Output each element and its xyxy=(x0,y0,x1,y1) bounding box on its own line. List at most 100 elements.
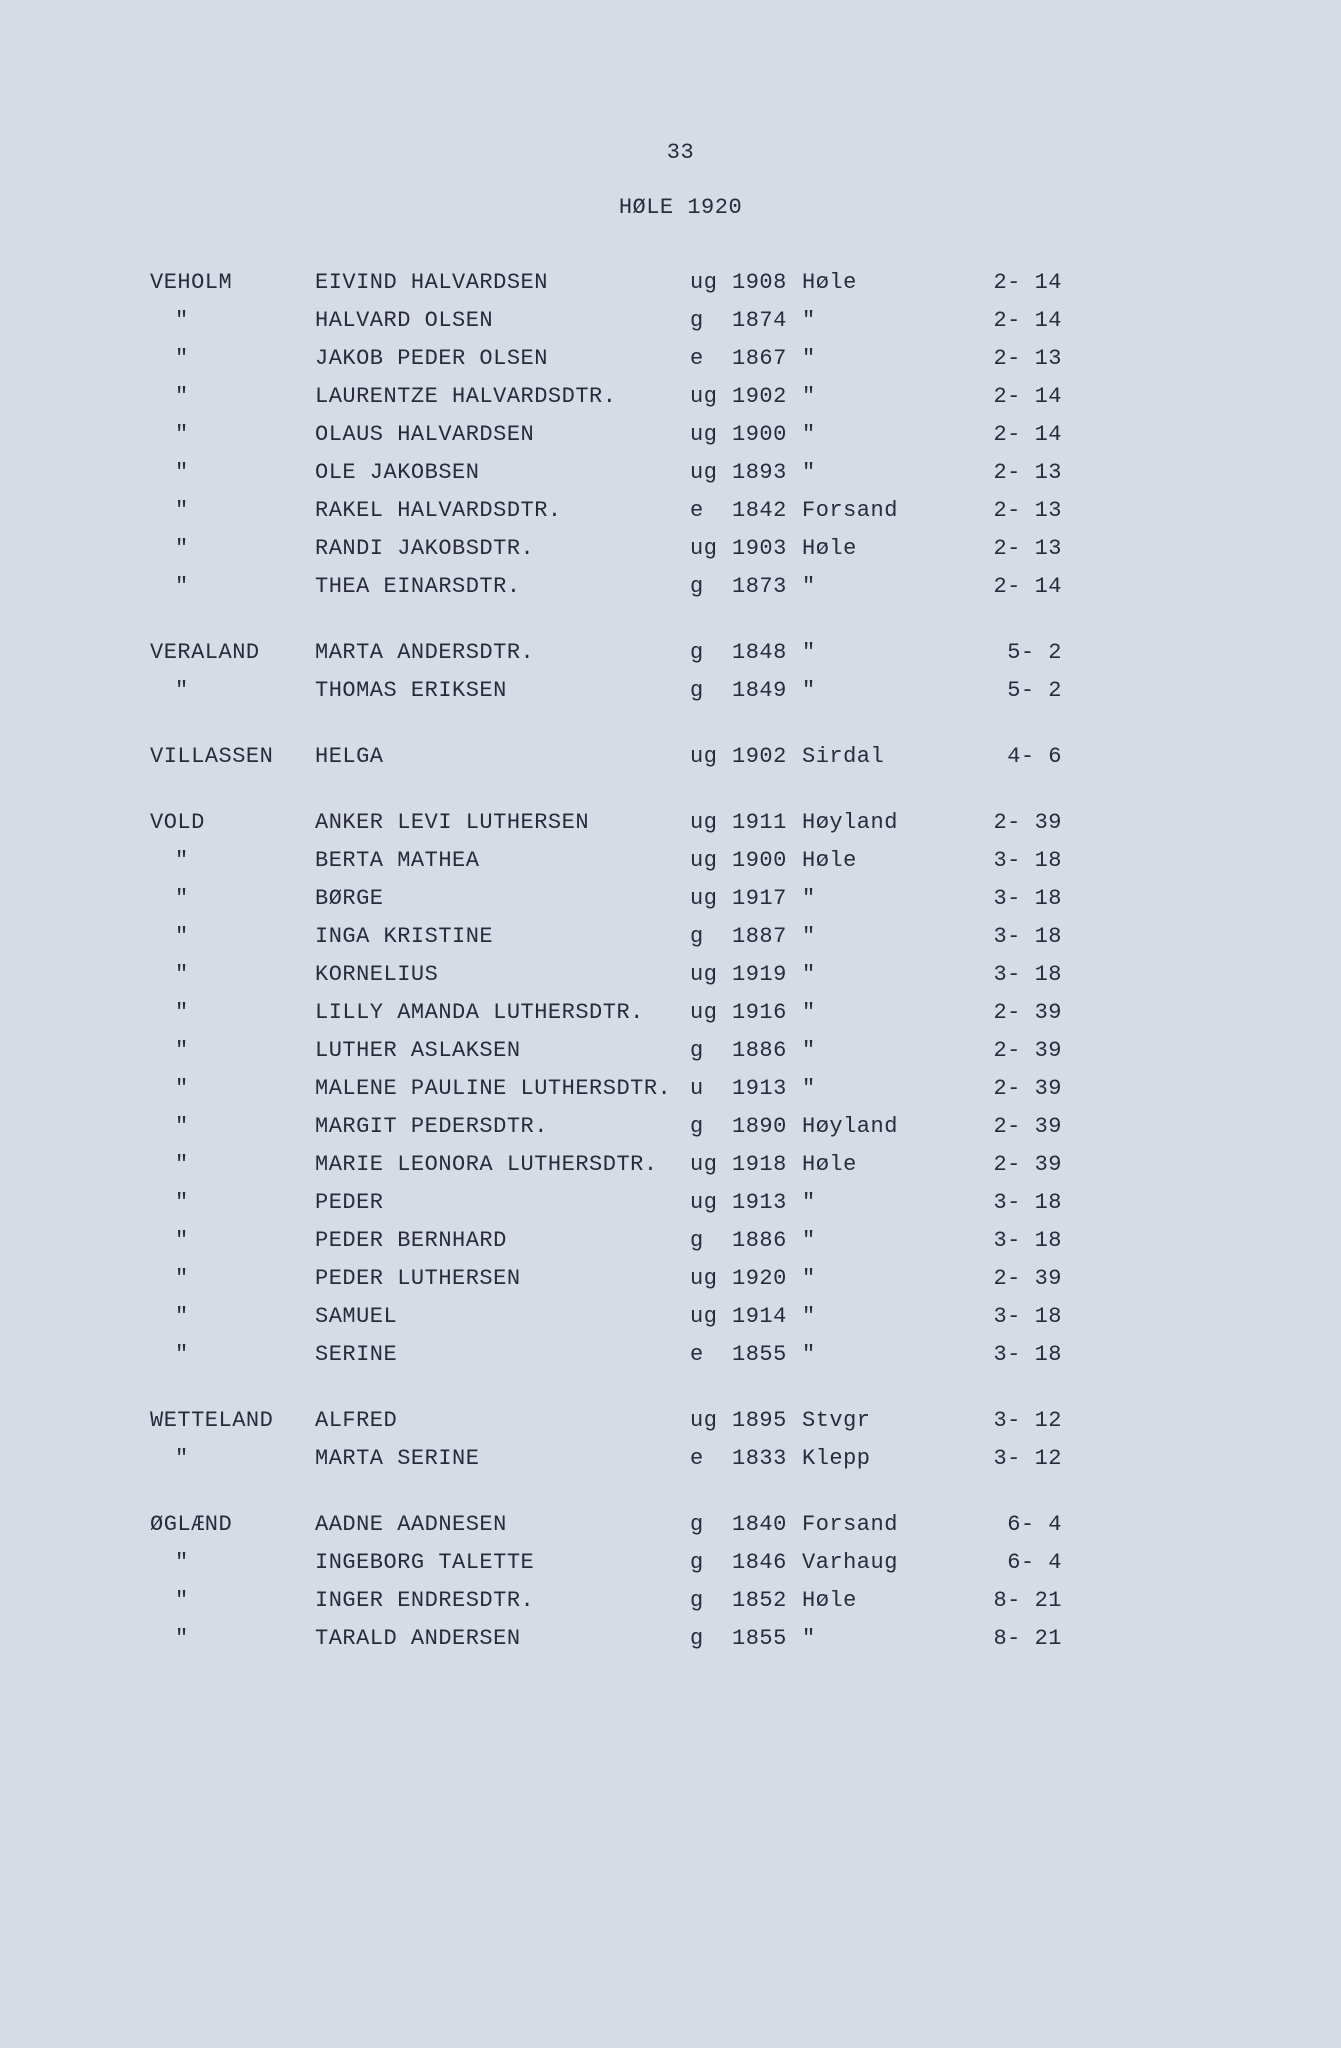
reference: 3- 18 xyxy=(962,1228,1062,1253)
marital-status: g xyxy=(690,308,732,333)
reference: 4- 6 xyxy=(962,744,1062,769)
birth-year: 1903 xyxy=(732,536,802,561)
given-name: MARTA ANDERSDTR. xyxy=(315,640,690,665)
birth-year: 1840 xyxy=(732,1512,802,1537)
record-row: "PEDERug1913"3- 18 xyxy=(150,1190,1211,1215)
reference: 2- 39 xyxy=(962,1114,1062,1139)
marital-status: ug xyxy=(690,536,732,561)
place: Høle xyxy=(802,1588,962,1613)
place: " xyxy=(802,886,962,911)
reference: 5- 2 xyxy=(962,678,1062,703)
given-name: SAMUEL xyxy=(315,1304,690,1329)
given-name: LAURENTZE HALVARDSDTR. xyxy=(315,384,690,409)
surname: " xyxy=(150,1588,315,1613)
marital-status: e xyxy=(690,1446,732,1471)
record-group: VOLDANKER LEVI LUTHERSENug1911Høyland2- … xyxy=(150,810,1211,1380)
page-number: 33 xyxy=(150,140,1211,165)
marital-status: e xyxy=(690,1342,732,1367)
marital-status: g xyxy=(690,1228,732,1253)
marital-status: ug xyxy=(690,1000,732,1025)
marital-status: g xyxy=(690,1626,732,1651)
birth-year: 1886 xyxy=(732,1038,802,1063)
marital-status: g xyxy=(690,1512,732,1537)
reference: 6- 4 xyxy=(962,1512,1062,1537)
surname: " xyxy=(150,422,315,447)
marital-status: ug xyxy=(690,1152,732,1177)
surname: VERALAND xyxy=(150,640,315,665)
birth-year: 1867 xyxy=(732,346,802,371)
reference: 2- 39 xyxy=(962,1038,1062,1063)
reference: 2- 14 xyxy=(962,384,1062,409)
birth-year: 1849 xyxy=(732,678,802,703)
place: " xyxy=(802,924,962,949)
record-row: VEHOLMEIVIND HALVARDSENug1908Høle2- 14 xyxy=(150,270,1211,295)
marital-status: g xyxy=(690,1588,732,1613)
marital-status: g xyxy=(690,924,732,949)
given-name: MARIE LEONORA LUTHERSDTR. xyxy=(315,1152,690,1177)
marital-status: ug xyxy=(690,1304,732,1329)
surname: " xyxy=(150,308,315,333)
record-row: "LUTHER ASLAKSENg1886"2- 39 xyxy=(150,1038,1211,1063)
birth-year: 1911 xyxy=(732,810,802,835)
birth-year: 1902 xyxy=(732,384,802,409)
reference: 3- 18 xyxy=(962,962,1062,987)
record-row: "LAURENTZE HALVARDSDTR.ug1902"2- 14 xyxy=(150,384,1211,409)
birth-year: 1908 xyxy=(732,270,802,295)
surname: " xyxy=(150,1000,315,1025)
place: Klepp xyxy=(802,1446,962,1471)
given-name: KORNELIUS xyxy=(315,962,690,987)
place: " xyxy=(802,574,962,599)
given-name: PEDER BERNHARD xyxy=(315,1228,690,1253)
reference: 8- 21 xyxy=(962,1588,1062,1613)
surname: " xyxy=(150,924,315,949)
record-row: "PEDER LUTHERSENug1920"2- 39 xyxy=(150,1266,1211,1291)
record-group: VILLASSENHELGAug1902Sirdal4- 6 xyxy=(150,744,1211,782)
place: " xyxy=(802,1076,962,1101)
record-row: "MALENE PAULINE LUTHERSDTR.u1913"2- 39 xyxy=(150,1076,1211,1101)
record-row: "BØRGEug1917"3- 18 xyxy=(150,886,1211,911)
place: Varhaug xyxy=(802,1550,962,1575)
reference: 5- 2 xyxy=(962,640,1062,665)
birth-year: 1855 xyxy=(732,1342,802,1367)
record-row: "OLAUS HALVARDSENug1900"2- 14 xyxy=(150,422,1211,447)
given-name: RANDI JAKOBSDTR. xyxy=(315,536,690,561)
given-name: PEDER LUTHERSEN xyxy=(315,1266,690,1291)
place: " xyxy=(802,1228,962,1253)
given-name: TARALD ANDERSEN xyxy=(315,1626,690,1651)
surname: " xyxy=(150,678,315,703)
birth-year: 1855 xyxy=(732,1626,802,1651)
surname: " xyxy=(150,384,315,409)
marital-status: ug xyxy=(690,270,732,295)
reference: 3- 18 xyxy=(962,1304,1062,1329)
given-name: OLE JAKOBSEN xyxy=(315,460,690,485)
reference: 2- 14 xyxy=(962,308,1062,333)
reference: 2- 39 xyxy=(962,1152,1062,1177)
record-row: "JAKOB PEDER OLSENe1867"2- 13 xyxy=(150,346,1211,371)
place: " xyxy=(802,1626,962,1651)
place: Stvgr xyxy=(802,1408,962,1433)
record-row: "PEDER BERNHARDg1886"3- 18 xyxy=(150,1228,1211,1253)
birth-year: 1890 xyxy=(732,1114,802,1139)
record-row: "SERINEe1855"3- 18 xyxy=(150,1342,1211,1367)
record-row: WETTELANDALFREDug1895Stvgr3- 12 xyxy=(150,1408,1211,1433)
record-row: "THEA EINARSDTR.g1873"2- 14 xyxy=(150,574,1211,599)
record-group: ØGLÆNDAADNE AADNESENg1840Forsand6- 4"ING… xyxy=(150,1512,1211,1664)
reference: 2- 14 xyxy=(962,574,1062,599)
marital-status: ug xyxy=(690,422,732,447)
surname: " xyxy=(150,1446,315,1471)
reference: 2- 39 xyxy=(962,1000,1062,1025)
reference: 6- 4 xyxy=(962,1550,1062,1575)
given-name: LILLY AMANDA LUTHERSDTR. xyxy=(315,1000,690,1025)
record-row: "RANDI JAKOBSDTR.ug1903Høle2- 13 xyxy=(150,536,1211,561)
surname: " xyxy=(150,536,315,561)
marital-status: ug xyxy=(690,1266,732,1291)
surname: " xyxy=(150,1228,315,1253)
given-name: OLAUS HALVARDSEN xyxy=(315,422,690,447)
reference: 3- 18 xyxy=(962,1342,1062,1367)
place: Forsand xyxy=(802,498,962,523)
given-name: MARGIT PEDERSDTR. xyxy=(315,1114,690,1139)
birth-year: 1842 xyxy=(732,498,802,523)
given-name: LUTHER ASLAKSEN xyxy=(315,1038,690,1063)
place: Høle xyxy=(802,536,962,561)
record-group: VEHOLMEIVIND HALVARDSENug1908Høle2- 14 " H… xyxy=(150,270,1211,612)
